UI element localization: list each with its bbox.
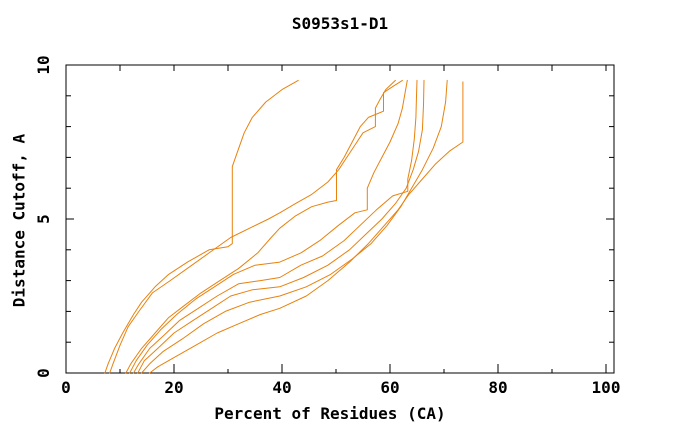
series-line-7 [141, 79, 448, 374]
series-line-1 [104, 79, 299, 374]
x-tick-label: 60 [380, 378, 399, 397]
x-tick-label: 20 [164, 378, 183, 397]
x-tick-label: 100 [592, 378, 621, 397]
x-axis-label: Percent of Residues (CA) [214, 404, 446, 423]
x-tick-label: 0 [61, 378, 71, 397]
plot-frame [65, 64, 615, 374]
series-line-2 [109, 79, 396, 374]
chart-title: S0953s1-D1 [291, 14, 389, 33]
y-tick-label: 10 [34, 55, 53, 74]
series-line-8 [149, 81, 464, 374]
series-line-3 [125, 79, 403, 374]
series-line-5 [133, 79, 418, 374]
series-line-4 [129, 79, 408, 374]
x-tick-label: 80 [488, 378, 507, 397]
y-tick-label: 0 [34, 368, 53, 378]
x-tick-label: 40 [272, 378, 291, 397]
y-tick-label: 5 [34, 214, 53, 224]
series-line-6 [137, 79, 425, 374]
